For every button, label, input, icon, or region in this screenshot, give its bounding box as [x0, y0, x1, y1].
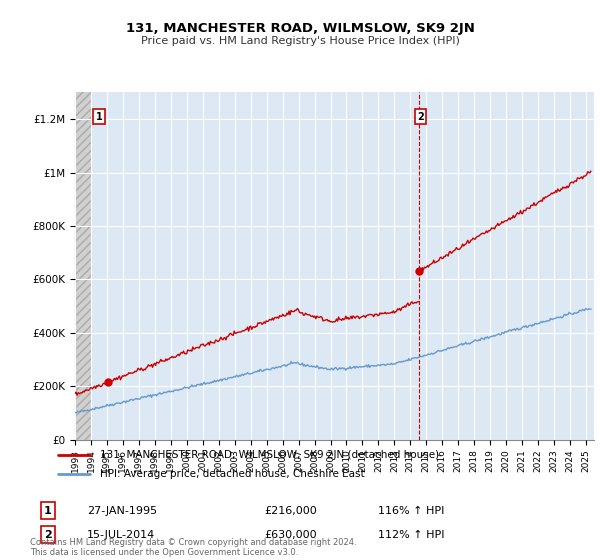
Text: 112% ↑ HPI: 112% ↑ HPI — [378, 530, 445, 540]
Text: 1: 1 — [44, 506, 52, 516]
Text: 15-JUL-2014: 15-JUL-2014 — [87, 530, 155, 540]
Text: £630,000: £630,000 — [264, 530, 317, 540]
Text: 2: 2 — [44, 530, 52, 540]
Text: 131, MANCHESTER ROAD, WILMSLOW, SK9 2JN (detached house): 131, MANCHESTER ROAD, WILMSLOW, SK9 2JN … — [100, 450, 439, 460]
Text: 131, MANCHESTER ROAD, WILMSLOW, SK9 2JN: 131, MANCHESTER ROAD, WILMSLOW, SK9 2JN — [125, 22, 475, 35]
Text: 1: 1 — [95, 111, 103, 122]
Text: Price paid vs. HM Land Registry's House Price Index (HPI): Price paid vs. HM Land Registry's House … — [140, 36, 460, 46]
Text: HPI: Average price, detached house, Cheshire East: HPI: Average price, detached house, Ches… — [100, 469, 365, 478]
Text: £216,000: £216,000 — [264, 506, 317, 516]
Text: Contains HM Land Registry data © Crown copyright and database right 2024.
This d: Contains HM Land Registry data © Crown c… — [30, 538, 356, 557]
Text: 27-JAN-1995: 27-JAN-1995 — [87, 506, 157, 516]
Text: 116% ↑ HPI: 116% ↑ HPI — [378, 506, 445, 516]
Bar — [75, 92, 91, 440]
Text: 2: 2 — [417, 111, 424, 122]
